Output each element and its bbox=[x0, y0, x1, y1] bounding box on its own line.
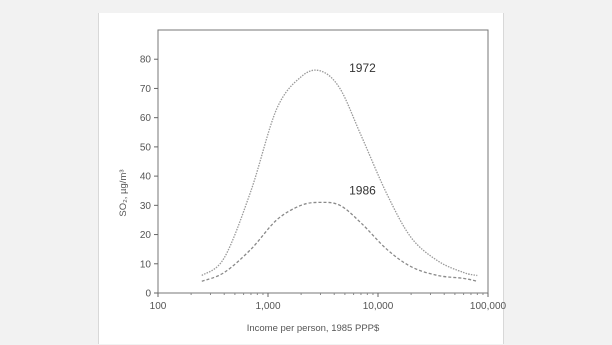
series-label-1972: 1972 bbox=[349, 61, 376, 75]
y-tick-label: 40 bbox=[140, 172, 152, 183]
x-tick-label: 100 bbox=[150, 301, 167, 312]
chart-panel bbox=[98, 13, 504, 344]
plot-area bbox=[157, 29, 489, 294]
series-group: 1972 1986 bbox=[201, 61, 478, 282]
y-tick-label: 10 bbox=[140, 259, 152, 270]
x-axis-title: Income per person, 1985 PPP$ bbox=[247, 323, 380, 334]
y-tick-label: 20 bbox=[140, 230, 152, 241]
x-tick-label: 10,000 bbox=[363, 301, 394, 312]
series-line-1972 bbox=[201, 69, 478, 277]
y-tick-label: 60 bbox=[140, 113, 152, 124]
series-line-1986 bbox=[201, 201, 478, 282]
y-axis: 0 10 20 30 40 50 60 70 80 bbox=[140, 55, 158, 300]
x-tick-label: 100,000 bbox=[470, 301, 507, 312]
y-tick-label: 0 bbox=[145, 289, 151, 300]
series-label-1986: 1986 bbox=[349, 183, 376, 197]
x-tick-label: 1,000 bbox=[255, 301, 280, 312]
y-tick-label: 80 bbox=[140, 55, 152, 66]
y-tick-label: 50 bbox=[140, 142, 152, 153]
y-tick-label: 70 bbox=[140, 84, 152, 95]
y-tick-label: 30 bbox=[140, 201, 152, 212]
y-axis-title: SO₂, µg/m³ bbox=[118, 169, 129, 216]
x-axis: 100 1,000 10,000 100,000 bbox=[150, 293, 507, 312]
